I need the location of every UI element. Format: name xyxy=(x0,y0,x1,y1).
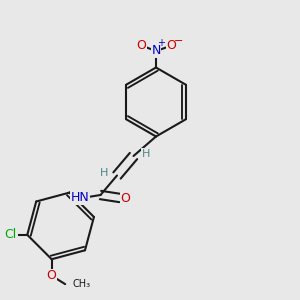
Text: Cl: Cl xyxy=(5,228,17,241)
Text: O: O xyxy=(121,191,130,205)
Text: HN: HN xyxy=(71,191,89,204)
Text: H: H xyxy=(100,168,109,178)
Text: O: O xyxy=(47,269,57,282)
Text: H: H xyxy=(142,148,150,159)
Text: O: O xyxy=(137,39,146,52)
Text: O: O xyxy=(167,39,176,52)
Text: N: N xyxy=(151,44,161,58)
Text: −: − xyxy=(173,36,183,46)
Text: CH₃: CH₃ xyxy=(73,279,91,289)
Text: +: + xyxy=(158,38,165,49)
